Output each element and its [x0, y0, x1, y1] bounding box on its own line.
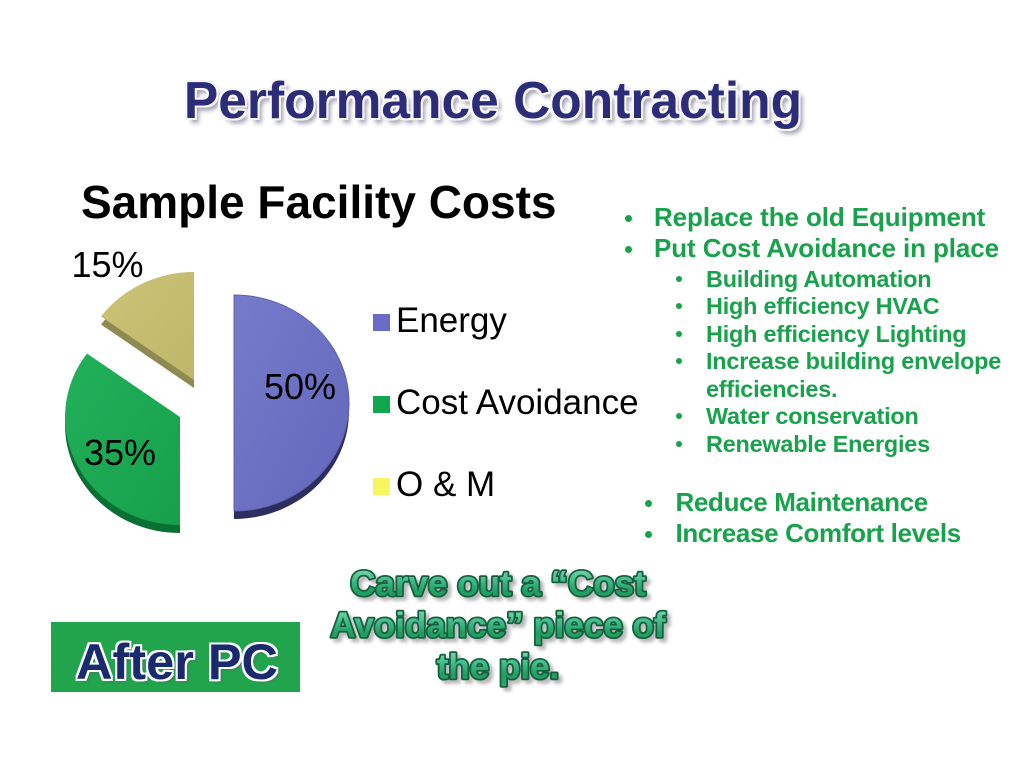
- svg-text:Carve out a “Cost: Carve out a “Cost: [350, 565, 646, 604]
- svg-text:the pie.: the pie.: [437, 648, 560, 687]
- svg-text:Avoidance” piece of: Avoidance” piece of: [330, 606, 666, 645]
